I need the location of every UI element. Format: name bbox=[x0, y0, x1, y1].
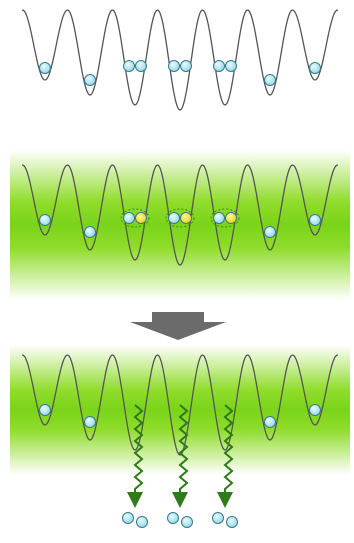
atom bbox=[182, 517, 193, 528]
atom bbox=[310, 63, 321, 74]
atom bbox=[226, 61, 237, 72]
process-arrow bbox=[130, 312, 226, 340]
atom bbox=[136, 61, 147, 72]
atom bbox=[310, 405, 321, 416]
atom bbox=[40, 63, 51, 74]
atom bbox=[214, 61, 225, 72]
atom bbox=[123, 513, 134, 524]
atom bbox=[169, 213, 180, 224]
atom bbox=[181, 213, 192, 224]
atom bbox=[227, 517, 238, 528]
atom bbox=[137, 517, 148, 528]
atom bbox=[124, 61, 135, 72]
atom bbox=[265, 417, 276, 428]
atom bbox=[85, 75, 96, 86]
atom bbox=[265, 75, 276, 86]
atom bbox=[40, 405, 51, 416]
atom bbox=[213, 513, 224, 524]
atom bbox=[226, 213, 237, 224]
atom bbox=[40, 215, 51, 226]
atom bbox=[169, 61, 180, 72]
atom bbox=[181, 61, 192, 72]
page: (() => { const svg = document.getElement… bbox=[0, 0, 354, 543]
atom bbox=[168, 513, 179, 524]
atom bbox=[85, 227, 96, 238]
light-field bbox=[10, 150, 350, 300]
atom bbox=[85, 417, 96, 428]
diagram bbox=[0, 0, 354, 543]
potential-curve bbox=[22, 10, 338, 110]
atom bbox=[214, 213, 225, 224]
atom bbox=[310, 215, 321, 226]
atom bbox=[265, 227, 276, 238]
atom bbox=[124, 213, 135, 224]
atom bbox=[136, 213, 147, 224]
